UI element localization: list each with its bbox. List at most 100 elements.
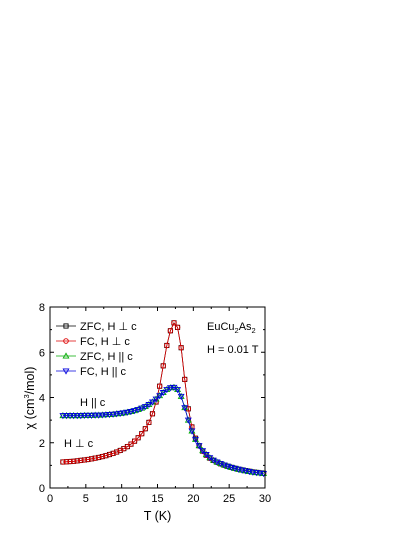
- series-4-point: [174, 387, 182, 394]
- legend-label: ZFC, H || c: [80, 351, 133, 363]
- series-4-point: [138, 405, 146, 412]
- series-2-point: [67, 458, 73, 465]
- series-2-point: [146, 419, 152, 426]
- series-4-point: [177, 393, 185, 400]
- x-tick-label: 30: [259, 493, 271, 505]
- series-2-point: [149, 411, 156, 417]
- annotation-h-perp-c: H ⊥ c: [64, 438, 94, 450]
- series-2-point: [78, 457, 84, 464]
- x-tick-label: 10: [116, 493, 128, 505]
- series-2-point: [171, 320, 177, 326]
- legend-label: FC, H ⊥ c: [80, 336, 130, 348]
- legend-swatch-marker: [63, 338, 69, 344]
- series-4-point: [252, 470, 260, 477]
- legend-item-1: ZFC, H ⊥ c: [56, 321, 137, 333]
- series-2-point: [63, 459, 70, 465]
- series-2-point: [142, 425, 149, 432]
- series-2-point: [138, 430, 145, 437]
- series-4-point: [188, 428, 196, 435]
- series-4-point: [80, 412, 88, 419]
- y-axis-title: χ (cm3/mol): [22, 367, 37, 430]
- series-4-point: [149, 399, 156, 406]
- series-4-point: [123, 409, 131, 416]
- series-2-point: [60, 459, 66, 465]
- x-tick-label: 25: [223, 493, 235, 505]
- series-4-point: [145, 402, 153, 409]
- series-2-point: [99, 453, 106, 460]
- series-4-point: [159, 390, 167, 397]
- series-4-point: [120, 410, 128, 417]
- series-4-point: [70, 413, 78, 420]
- series-4-point: [84, 412, 92, 419]
- legend-label: ZFC, H ⊥ c: [80, 321, 137, 333]
- x-tick-label: 15: [151, 493, 163, 505]
- series-4-point: [98, 412, 106, 419]
- legend-item-3: ZFC, H || c: [56, 351, 133, 363]
- series-4-point: [131, 408, 139, 415]
- legend-item-4: FC, H || c: [56, 366, 127, 378]
- x-axis-title: T (K): [144, 509, 172, 523]
- series-2-point: [74, 458, 80, 464]
- series-4-point: [66, 413, 74, 420]
- y-tick-label: 2: [39, 438, 45, 450]
- y-tick-label: 6: [39, 347, 45, 359]
- series-4-point: [134, 407, 142, 414]
- series-2-point: [178, 344, 184, 351]
- y-tick-label: 0: [39, 483, 45, 495]
- x-tick-label: 0: [47, 493, 53, 505]
- series-4-point: [184, 417, 192, 424]
- series-2-point: [160, 363, 166, 369]
- series-4-point: [113, 411, 121, 418]
- series-2-point: [135, 435, 141, 441]
- series-4-point: [156, 393, 164, 400]
- series-2-point: [103, 452, 109, 459]
- series-4-point: [141, 404, 149, 411]
- legend-label: FC, H || c: [80, 366, 127, 378]
- series-2-point: [131, 438, 138, 444]
- x-tick-label: 20: [187, 493, 199, 505]
- y-tick-label: 4: [39, 393, 45, 405]
- series-2-point: [124, 443, 131, 450]
- legend-swatch-marker: [62, 368, 70, 375]
- series-4-point: [249, 469, 257, 476]
- series-4-point: [166, 385, 174, 392]
- annotation-h-parallel-c: H || c: [80, 397, 106, 409]
- series-2-point: [88, 456, 95, 462]
- series-4-point: [116, 410, 124, 417]
- series-4-point: [73, 413, 81, 420]
- series-2-point: [174, 324, 181, 331]
- series-2-point: [85, 456, 91, 463]
- series-4-point: [63, 413, 70, 420]
- series-4-point: [192, 436, 199, 443]
- series-2-point: [110, 450, 116, 457]
- series-4-point: [127, 409, 135, 416]
- series-4-point: [77, 413, 85, 420]
- series-4: [59, 384, 268, 478]
- series-2-point: [164, 342, 170, 349]
- series-4-point: [256, 470, 264, 477]
- legend-swatch-marker: [62, 352, 70, 359]
- series-4-point: [181, 405, 189, 412]
- series-4-point: [88, 412, 96, 419]
- series-4-point: [163, 387, 171, 394]
- series-4-point: [202, 452, 210, 459]
- series-4-point: [199, 448, 207, 455]
- series-4-point: [106, 411, 113, 419]
- x-tick-label: 5: [83, 493, 89, 505]
- series-4-point: [91, 412, 99, 419]
- series-2-point: [128, 441, 134, 447]
- series-4-point: [102, 412, 110, 419]
- field-label: H = 0.01 T: [207, 344, 259, 356]
- series-4-point: [152, 396, 160, 403]
- series-2-point: [156, 383, 163, 389]
- series-2-point: [81, 457, 88, 463]
- series-2-point: [181, 376, 188, 383]
- series-2-point: [70, 458, 77, 465]
- series-4-point: [59, 413, 67, 420]
- series-2-point: [92, 455, 98, 461]
- legend-swatch-marker: [63, 323, 69, 329]
- legend: ZFC, H ⊥ c FC, H ⊥ c ZFC, H || c FC, H || c: [56, 321, 137, 378]
- legend-item-2: FC, H ⊥ c: [56, 336, 130, 348]
- series-4-point: [95, 412, 103, 419]
